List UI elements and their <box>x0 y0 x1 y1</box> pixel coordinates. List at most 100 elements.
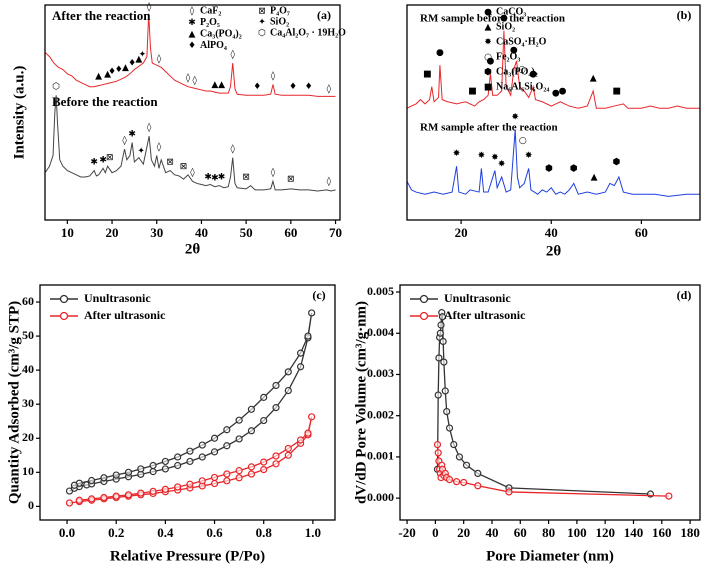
point <box>304 332 312 340</box>
phase-marker: ◊ <box>147 2 152 13</box>
series-line <box>436 444 669 497</box>
x-tick-label: 60 <box>514 525 527 540</box>
point <box>210 448 219 456</box>
point <box>433 440 442 449</box>
phase-marker: ✱ <box>211 174 219 184</box>
phase-marker: ⊠ <box>287 175 295 185</box>
point <box>462 461 471 469</box>
y-axis-label: Intensity (a.u.) <box>11 66 27 160</box>
phase-marker: ▲ <box>218 80 225 90</box>
point <box>247 463 256 471</box>
phase-legend-label: Ca₃(PO₄)₂ <box>496 66 538 77</box>
phase-marker: ⬡ <box>52 82 60 92</box>
panel-label: (c) <box>312 288 325 302</box>
phase-marker: ✦ <box>137 147 145 157</box>
point <box>161 465 169 473</box>
point <box>100 493 108 502</box>
x-tick-label: 1.0 <box>305 525 321 540</box>
point <box>174 453 182 461</box>
phase-legend-label: CaSO₄·H₂O <box>496 36 547 47</box>
phase-marker: ✱ <box>128 130 136 140</box>
phase-marker: ◊ <box>157 141 162 152</box>
point <box>210 434 219 442</box>
phase-marker: ✱ <box>99 155 107 165</box>
plot-frame <box>44 4 341 221</box>
point <box>223 477 231 485</box>
point <box>308 309 316 317</box>
legend-marker <box>419 294 429 304</box>
phase-legend-label: CaF₂ <box>200 5 221 16</box>
x-tick-label: 20 <box>457 525 470 540</box>
phase-marker: ■ <box>612 87 621 97</box>
legend-label: Unultrasonic <box>444 291 511 305</box>
x-axis-label: Relative Pressure (P/Po) <box>110 548 265 564</box>
x-tick-label: 0.4 <box>157 525 174 540</box>
point <box>223 426 231 434</box>
y-axis-label: dV/dD Pore Volume (cm³/g·nm) <box>353 301 369 504</box>
point <box>304 429 312 437</box>
phase-marker: ♦ <box>115 65 123 75</box>
point <box>440 358 448 366</box>
y-tick-label: 40 <box>22 362 34 376</box>
phase-marker: ◊ <box>327 176 332 187</box>
x-tick-label: 70 <box>329 225 342 240</box>
point <box>235 416 243 424</box>
x-tick-label: 80 <box>542 525 555 540</box>
point <box>272 460 280 468</box>
point <box>174 461 182 470</box>
point <box>174 483 182 491</box>
point <box>161 485 169 493</box>
point <box>435 354 443 362</box>
phase-legend-label: P₂O₅ <box>200 17 220 28</box>
phase-marker: ♦ <box>108 67 116 77</box>
x-tick-label: 50 <box>240 225 253 240</box>
phase-legend-label: Ca₄Al₂O₇ · 19H₂O <box>270 27 346 38</box>
x-tick-label: 40 <box>485 525 498 540</box>
phase-marker: ⬢ <box>570 164 578 174</box>
x-tick-label: 0.6 <box>206 525 223 540</box>
point <box>441 387 449 395</box>
point <box>474 469 482 478</box>
point <box>186 447 194 455</box>
phase-legend-symbol: ⊠ <box>258 7 266 17</box>
y-tick-label: 30 <box>22 396 34 410</box>
phase-legend-label: SiO₂ <box>496 21 515 32</box>
phase-legend-label: SiO₂ <box>270 16 289 27</box>
phase-marker: ○ <box>518 65 526 75</box>
point <box>247 427 256 435</box>
point <box>284 368 292 376</box>
phase-legend-label: Ca₃(PO₄)₂ <box>200 28 242 39</box>
point <box>272 452 280 460</box>
phase-marker: ◊ <box>271 70 276 81</box>
point <box>100 474 108 482</box>
phase-marker: ● <box>500 13 508 23</box>
legend-label: After ultrasonic <box>84 308 166 322</box>
x-tick-label: 60 <box>284 225 297 240</box>
point <box>124 468 133 476</box>
legend-marker <box>59 294 69 304</box>
point <box>460 478 468 487</box>
phase-marker: ✸ <box>525 151 533 161</box>
point <box>665 492 673 500</box>
point <box>455 453 464 461</box>
phase-marker: ▲ <box>122 63 129 73</box>
point <box>272 381 280 390</box>
phase-marker: ▲ <box>211 80 218 90</box>
y-tick-label: 60 <box>22 294 34 308</box>
point <box>453 478 461 486</box>
x-tick-label: 0.2 <box>108 525 124 540</box>
phase-legend-symbol: ♦ <box>188 41 196 51</box>
point <box>235 474 243 482</box>
point <box>272 404 280 412</box>
phase-legend-symbol: ○ <box>484 53 492 63</box>
point <box>260 465 268 474</box>
point <box>235 435 243 443</box>
phase-marker: ⊠ <box>106 153 114 163</box>
x-tick-label: 30 <box>150 225 163 240</box>
legend-label: After ultrasonic <box>444 308 526 322</box>
point <box>124 491 133 499</box>
x-tick-label: 40 <box>195 225 208 240</box>
series-line <box>407 129 700 197</box>
phase-marker: ▲ <box>135 54 142 64</box>
